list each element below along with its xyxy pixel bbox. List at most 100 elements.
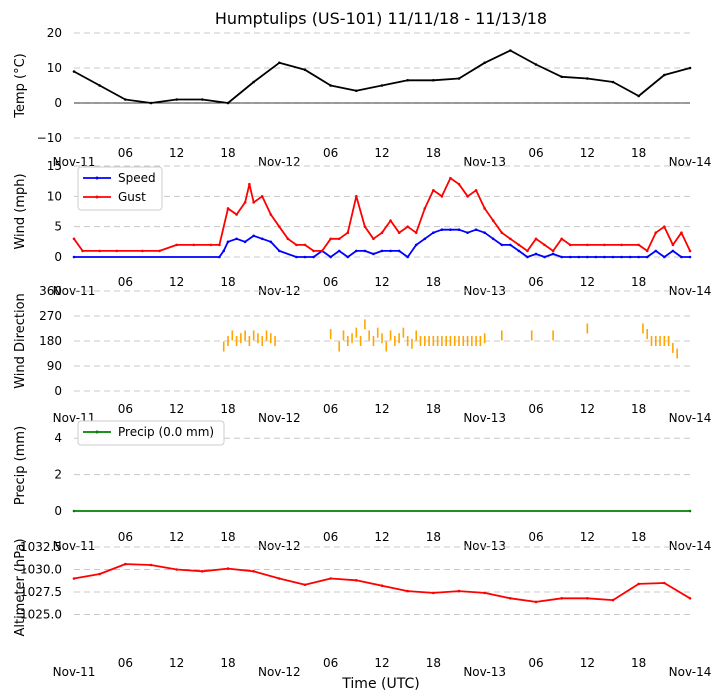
data-point	[303, 68, 307, 72]
data-point	[72, 70, 76, 73]
data-point	[303, 243, 307, 247]
data-point	[261, 336, 264, 346]
data-point	[363, 249, 367, 253]
data-point	[672, 342, 674, 353]
data-point	[440, 228, 444, 231]
data-point	[611, 598, 615, 602]
x-tick-label: Nov-14	[669, 155, 712, 169]
x-tick-label: 18	[631, 275, 646, 289]
data-point	[346, 336, 349, 346]
data-point	[260, 237, 264, 241]
data-point	[252, 330, 255, 341]
data-point	[483, 61, 486, 65]
x-tick-label: Nov-12	[258, 539, 301, 553]
data-point	[432, 231, 435, 235]
data-point	[235, 336, 238, 346]
x-tick-label: 12	[374, 402, 389, 416]
x-tick-label: 12	[169, 146, 184, 160]
data-point	[380, 249, 384, 253]
data-point	[471, 336, 473, 346]
data-point	[654, 336, 657, 346]
data-point	[98, 572, 101, 576]
data-point	[269, 213, 273, 216]
x-tick-label: 18	[631, 530, 646, 544]
data-point	[491, 219, 495, 222]
data-point	[372, 237, 375, 241]
data-point	[252, 80, 255, 84]
data-point	[534, 63, 538, 66]
data-point	[419, 336, 422, 346]
data-point	[586, 77, 589, 80]
data-point	[663, 73, 666, 77]
data-point	[645, 249, 649, 253]
data-point	[248, 182, 251, 186]
data-point	[124, 98, 127, 101]
data-point	[72, 577, 76, 580]
data-point	[303, 583, 307, 587]
data-point	[389, 219, 392, 222]
data-point	[441, 336, 443, 346]
data-point	[406, 225, 409, 228]
data-point	[560, 255, 563, 259]
data-point	[688, 249, 692, 253]
data-point	[372, 252, 375, 256]
data-point	[560, 75, 563, 79]
data-point	[423, 336, 426, 346]
data-point	[355, 89, 358, 93]
data-point	[312, 255, 315, 259]
x-tick-label: 18	[220, 656, 235, 670]
x-tick-label: Nov-12	[258, 665, 301, 679]
data-point	[453, 336, 456, 346]
data-point	[124, 562, 127, 566]
data-point	[449, 176, 452, 180]
data-point	[380, 84, 384, 87]
y-tick-label: 10	[47, 189, 62, 203]
data-point	[483, 591, 486, 595]
data-point	[645, 255, 649, 259]
x-tick-label: 06	[118, 146, 133, 160]
data-point	[509, 49, 512, 52]
data-point	[663, 581, 666, 585]
data-point	[445, 336, 447, 346]
data-point	[474, 188, 478, 192]
data-point	[329, 577, 332, 580]
data-point	[252, 234, 255, 238]
series-line	[73, 177, 691, 252]
data-point	[428, 336, 430, 346]
data-point	[628, 255, 632, 259]
data-point	[209, 243, 213, 247]
data-point	[252, 201, 255, 204]
data-point	[659, 336, 661, 346]
x-tick-label: 18	[220, 146, 235, 160]
data-point	[509, 237, 512, 241]
figure-title: Humptulips (US-101) 11/11/18 - 11/13/18	[215, 9, 547, 28]
legend-label: Gust	[118, 190, 146, 204]
data-point	[394, 336, 396, 346]
data-point	[355, 195, 358, 198]
data-point	[72, 509, 76, 513]
x-tick-label: Nov-11	[53, 665, 96, 679]
data-point	[226, 101, 230, 105]
data-point	[329, 237, 332, 241]
data-point	[192, 243, 196, 247]
x-tick-label: 06	[323, 402, 338, 416]
data-point	[338, 341, 341, 352]
x-tick-label: Nov-13	[463, 539, 506, 553]
data-point	[226, 240, 230, 244]
data-point	[637, 94, 640, 98]
y-tick-label: 270	[39, 309, 62, 323]
x-tick-label: 18	[631, 656, 646, 670]
data-point	[149, 101, 153, 105]
x-tick-label: 12	[580, 656, 595, 670]
data-point	[257, 333, 259, 344]
data-point	[235, 213, 238, 216]
data-point	[432, 78, 435, 82]
data-point	[543, 243, 546, 247]
x-tick-label: 06	[118, 530, 133, 544]
data-point	[385, 341, 388, 352]
x-tick-label: 18	[631, 402, 646, 416]
data-point	[414, 243, 418, 247]
data-point	[355, 579, 358, 582]
data-point	[637, 582, 640, 586]
data-point	[226, 207, 230, 210]
